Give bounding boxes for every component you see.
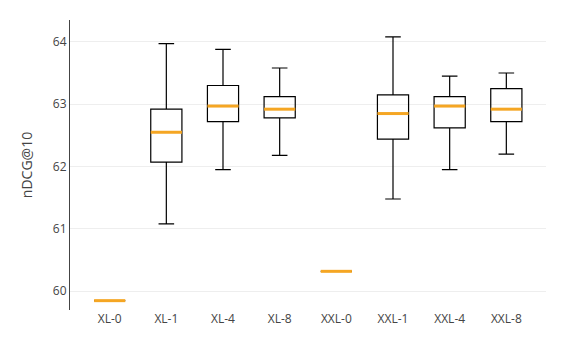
- svg-text:XXL-4: XXL-4: [434, 310, 465, 327]
- svg-text:63: 63: [53, 95, 67, 112]
- svg-text:XL-8: XL-8: [268, 310, 292, 327]
- svg-text:XXL-0: XXL-0: [321, 310, 352, 327]
- svg-text:60: 60: [53, 282, 67, 299]
- svg-text:XL-0: XL-0: [98, 310, 122, 327]
- svg-text:nDCG@10: nDCG@10: [17, 132, 36, 198]
- svg-text:XXL-1: XXL-1: [378, 310, 409, 327]
- svg-text:62: 62: [53, 158, 67, 175]
- svg-text:XL-4: XL-4: [211, 310, 235, 327]
- svg-text:64: 64: [53, 33, 67, 50]
- svg-text:XXL-8: XXL-8: [491, 310, 522, 327]
- svg-text:61: 61: [53, 220, 67, 237]
- svg-text:XL-1: XL-1: [154, 310, 178, 327]
